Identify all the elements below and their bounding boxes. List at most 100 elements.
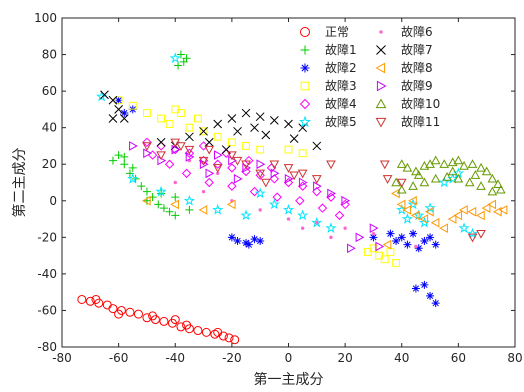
point-s8-2 [108, 95, 118, 105]
point-s1-23 [182, 320, 192, 330]
point-s12-23 [289, 171, 300, 181]
legend-label-7: 故障6 [401, 24, 433, 39]
point-s3-6 [244, 240, 253, 249]
y-tick-label: -60 [37, 303, 57, 317]
point-s5-28 [244, 155, 254, 166]
point-s3-4 [227, 233, 236, 242]
point-s8-21 [204, 137, 214, 147]
point-s3-20 [369, 233, 378, 242]
y-tick-label: -80 [37, 340, 57, 354]
point-s2-17 [128, 163, 137, 172]
point-s2-16 [108, 156, 117, 165]
point-s1-5 [108, 304, 118, 314]
series-11 [391, 155, 506, 196]
point-s12-20 [204, 145, 215, 155]
legend-label-2: 故障1 [325, 42, 357, 57]
point-s12-2 [156, 151, 166, 161]
y-tick-label: 60 [42, 84, 57, 98]
point-s1-19 [224, 333, 234, 343]
point-s9-7 [453, 210, 463, 221]
point-s9-21 [170, 199, 179, 210]
legend-item-5: 故障4 [299, 96, 357, 111]
legend-item-4: 故障3 [300, 78, 357, 93]
point-s1-26 [91, 294, 101, 304]
point-s1-16 [201, 327, 211, 337]
point-s6-23 [212, 204, 224, 215]
point-s4-12 [284, 145, 293, 154]
point-s11-2 [402, 162, 413, 172]
point-s10-17 [347, 243, 356, 254]
point-s11-1 [396, 159, 407, 168]
point-s1-8 [133, 309, 143, 319]
point-s8-15 [156, 137, 166, 147]
legend-item-10: 故障9 [376, 78, 433, 93]
point-s2-4 [174, 61, 183, 70]
legend-item-11: 故障10 [375, 96, 440, 111]
point-s6-20 [127, 172, 139, 184]
point-s11-16 [495, 184, 506, 194]
point-s8-20 [250, 123, 259, 133]
point-s12-8 [241, 160, 251, 170]
point-s10-11 [270, 168, 280, 179]
x-tick-label: -60 [109, 351, 129, 365]
point-s6-24 [240, 209, 252, 221]
point-s3-15 [420, 280, 429, 289]
point-s8-8 [269, 116, 279, 125]
point-s9-8 [459, 205, 468, 215]
point-s4-19 [363, 248, 372, 256]
point-s12-5 [198, 156, 209, 166]
point-s1-17 [210, 329, 220, 339]
point-s8-16 [233, 126, 242, 136]
x-tick-label: 80 [507, 351, 522, 365]
point-s10-5 [185, 152, 195, 162]
point-s12-1 [142, 142, 152, 151]
point-s12-24 [379, 160, 390, 170]
point-s4-7 [199, 127, 208, 136]
point-s4-1 [114, 96, 123, 105]
point-s1-22 [148, 311, 158, 321]
point-s8-10 [298, 123, 308, 133]
point-s5-20 [227, 181, 237, 191]
point-s12-15 [382, 175, 393, 184]
point-s2-9 [137, 182, 146, 191]
legend-label-3: 故障2 [325, 60, 357, 75]
point-s6-21 [155, 185, 167, 197]
point-s5-25 [334, 210, 345, 221]
legend-marker-9 [375, 62, 386, 74]
point-s9-10 [475, 210, 485, 221]
point-s11-25 [396, 184, 407, 194]
point-s5-18 [181, 168, 192, 179]
point-s12-17 [467, 233, 478, 243]
point-s9-13 [492, 206, 502, 217]
point-s1-25 [170, 315, 180, 325]
point-s12-13 [311, 175, 322, 184]
point-s2-21 [171, 193, 180, 202]
point-s10-22 [233, 173, 243, 184]
point-s4-3 [143, 109, 151, 117]
point-s7-7 [343, 226, 347, 230]
point-s11-4 [419, 161, 430, 170]
point-s5-23 [295, 196, 305, 206]
legend-label-12: 故障11 [401, 114, 440, 129]
point-s11-14 [487, 173, 498, 183]
point-s9-1 [402, 205, 412, 215]
point-s9-20 [141, 195, 151, 206]
point-s11-13 [481, 166, 492, 176]
point-s1-15 [193, 326, 203, 336]
legend-marker-4 [300, 81, 310, 91]
point-s9-11 [481, 203, 491, 213]
point-s3-14 [411, 284, 420, 293]
point-s9-5 [439, 223, 448, 234]
point-s12-10 [269, 160, 280, 170]
point-s6-7 [311, 216, 323, 228]
point-s6-15 [438, 176, 450, 188]
legend-marker-1 [300, 27, 310, 37]
point-s4-11 [256, 145, 265, 154]
point-s5-19 [204, 177, 214, 188]
point-s6-8 [325, 222, 337, 233]
point-s5-22 [272, 192, 282, 202]
point-s8-1 [100, 90, 109, 100]
series-1 [77, 294, 240, 345]
point-s7-6 [315, 221, 319, 225]
